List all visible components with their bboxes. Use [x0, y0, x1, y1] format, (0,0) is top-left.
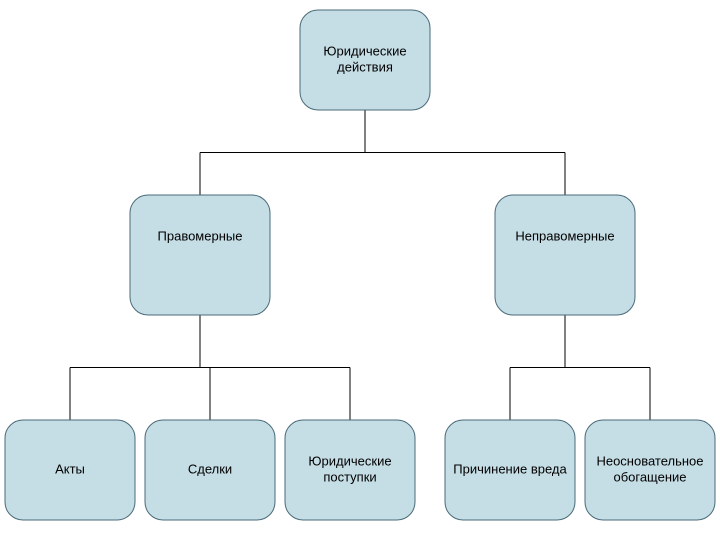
tree-node-acts: Акты [5, 420, 135, 520]
tree-node-label: Сделки [188, 461, 232, 476]
tree-node-label: Причинение вреда [453, 461, 567, 476]
tree-node-label: Неосновательное [596, 453, 703, 468]
tree-node-label: Неправомерные [515, 228, 614, 243]
tree-node-label: действия [337, 60, 393, 75]
tree-node-label: обогащение [613, 470, 686, 485]
tree-node-harm: Причинение вреда [445, 420, 575, 520]
tree-node-deals: Сделки [145, 420, 275, 520]
tree-node-root: Юридические действия [300, 10, 430, 110]
tree-node-lawful: Правомерные [130, 195, 270, 315]
tree-node-label: Правомерные [158, 228, 243, 243]
tree-node-label: Юридические [323, 43, 406, 58]
tree-node-jconduct: Юридические поступки [285, 420, 415, 520]
tree-node-enrich: Неосновательное обогащение [585, 420, 715, 520]
tree-node-unlawful: Неправомерные [495, 195, 635, 315]
tree-node-label: Юридические [308, 453, 391, 468]
tree-diagram: Юридические действия Правомерные Неправомер… [0, 0, 720, 540]
tree-node-label: Акты [55, 461, 85, 476]
tree-node-label: поступки [323, 470, 376, 485]
